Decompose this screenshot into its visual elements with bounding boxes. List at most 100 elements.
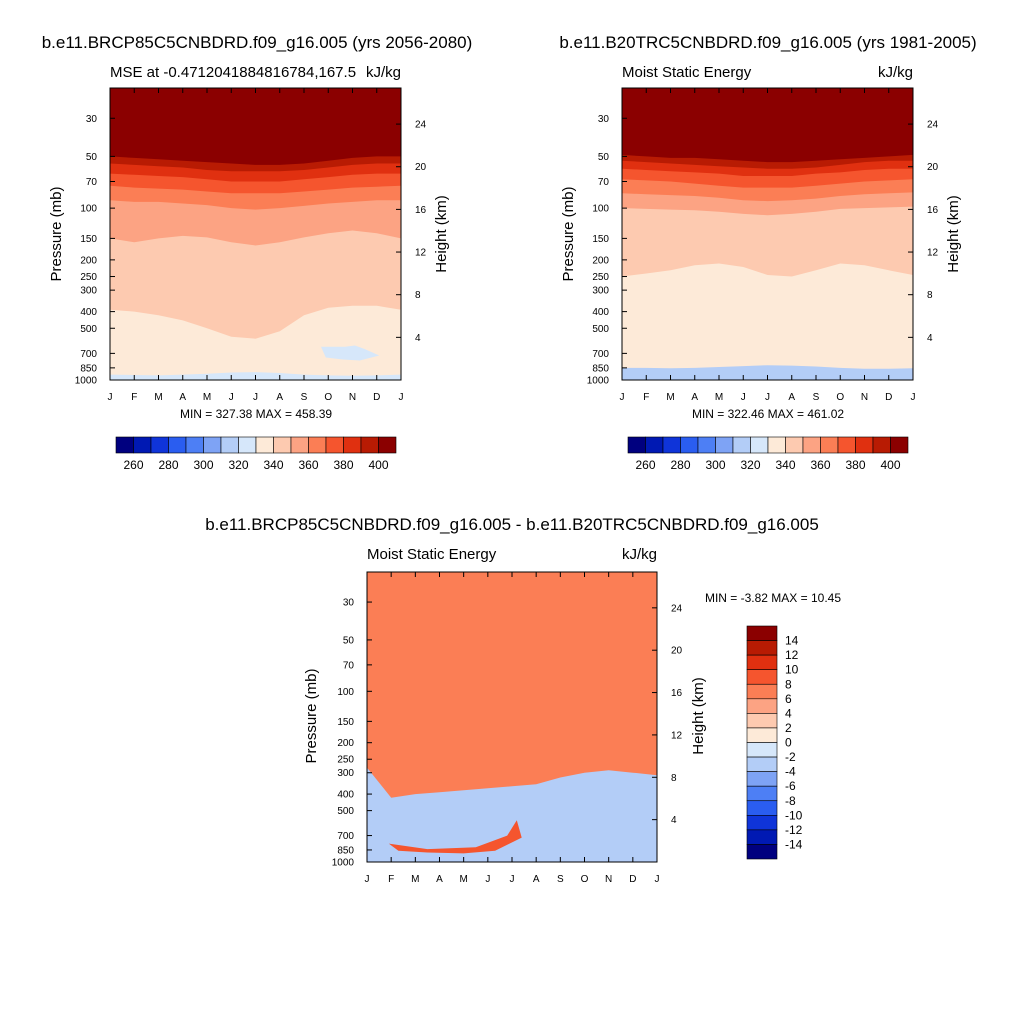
x-tick-label: M [715,392,723,403]
colorbar-swatch [837,436,856,454]
y-tick-label: 100 [592,204,609,215]
colorbar-swatch [255,436,274,454]
colorbar-swatch [746,654,778,670]
colorbar-label: 340 [775,458,795,472]
x-tick-label: A [691,392,698,403]
contour-band [110,88,401,165]
y-tick-label: 50 [86,152,98,163]
colorbar-swatch [746,625,778,641]
colorbar: 260 280 300 320 340 360 380 400 [627,436,909,472]
colorbar-swatch [185,436,204,454]
y-tick-label: 50 [598,152,610,163]
colorbar-swatch [150,436,169,454]
y-tick-label: 700 [592,349,609,360]
colorbar-swatch [767,436,786,454]
colorbar-label: 300 [193,458,213,472]
y2-tick-label: 8 [415,290,421,301]
colorbar-label: 6 [785,692,792,706]
y-tick-label: 700 [80,349,97,360]
colorbar-swatch [855,436,874,454]
colorbar-swatch [343,436,362,454]
panel-subtitle-left: Moist Static Energy [367,546,497,563]
colorbar-swatch [627,436,646,454]
colorbar-swatch [238,436,257,454]
contour-plot: 30 50 70 100 150 200 250 300 400 500 700 850 1000 4 8 1… [587,87,939,403]
colorbar-swatch [220,436,239,454]
y-tick-label: 200 [337,738,354,749]
x-tick-label: S [557,874,564,885]
stats-label: MIN = -3.82 MAX = 10.45 [705,591,841,605]
colorbar-swatch [378,436,397,454]
colorbar-swatch [746,756,778,772]
colorbar-swatch [746,844,778,860]
colorbar-swatch [697,436,716,454]
colorbar-label: 320 [228,458,248,472]
x-tick-label: N [861,392,868,403]
y-axis-title: Pressure (mb) [303,668,320,763]
y-tick-label: 150 [592,234,609,245]
colorbar-label: -2 [785,750,796,764]
colorbar-swatch [820,436,839,454]
y-tick-label: 200 [80,255,97,266]
colorbar-label: 400 [880,458,900,472]
panel-units: kJ/kg [366,64,401,81]
colorbar-label: 360 [298,458,318,472]
colorbar-swatch [273,436,292,454]
x-tick-label: O [324,392,332,403]
colorbar-label: 380 [845,458,865,472]
x-tick-label: M [154,392,162,403]
colorbar-label: -10 [785,808,803,822]
y-tick-label: 850 [337,845,354,856]
x-tick-label: J [620,392,625,403]
contour-plot: 30 50 70 100 150 200 250 300 400 500 700 850 1000 4 8 1… [332,571,683,885]
colorbar-label: 260 [123,458,143,472]
x-tick-label: S [301,392,308,403]
colorbar-swatch [203,436,222,454]
contour-fills [110,88,401,380]
colorbar-swatch [746,829,778,845]
colorbar-label: 360 [810,458,830,472]
y-tick-label: 300 [592,286,609,297]
colorbar-swatch [746,640,778,656]
colorbar-swatch [168,436,187,454]
colorbar-swatch [750,436,769,454]
y-tick-label: 30 [343,598,355,609]
colorbar-label: 8 [785,677,792,691]
y-tick-label: 500 [80,324,97,335]
x-tick-label: J [399,392,404,403]
stats-label: MIN = 322.46 MAX = 461.02 [692,407,844,421]
colorbar-swatch [732,436,751,454]
colorbar-swatch [746,785,778,802]
x-tick-label: J [765,392,770,403]
y2-tick-label: 20 [927,162,939,173]
y-tick-label: 400 [592,307,609,318]
x-tick-label: S [813,392,820,403]
y2-tick-label: 24 [415,120,427,131]
y-tick-label: 400 [80,307,97,318]
y-tick-label: 1000 [75,376,98,387]
panel-difference: b.e11.BRCP85C5CNBDRD.f09_g16.005 - b.e11… [205,515,841,885]
y2-tick-label: 24 [671,603,683,614]
y-tick-label: 700 [337,831,354,842]
colorbar-label: 12 [785,648,799,662]
colorbar-swatch [645,436,664,454]
x-tick-label: J [108,392,113,403]
colorbar-swatch [746,771,778,787]
colorbar-label: 10 [785,663,799,677]
colorbar-swatch [802,436,821,454]
x-tick-label: J [485,874,490,885]
colorbar-swatch [746,815,778,831]
x-tick-label: D [373,392,380,403]
contour-fills [367,572,657,862]
colorbar-swatch [872,436,891,454]
y2-tick-label: 8 [671,773,677,784]
colorbar-swatch [746,742,778,758]
panel-rcp85: b.e11.BRCP85C5CNBDRD.f09_g16.005 (yrs 20… [42,33,473,472]
colorbar-label: 260 [635,458,655,472]
panel-units: kJ/kg [878,64,913,81]
colorbar-swatch [662,436,681,454]
y-tick-label: 30 [86,114,98,125]
x-tick-label: M [666,392,674,403]
x-tick-label: D [885,392,892,403]
x-tick-label: M [411,874,419,885]
